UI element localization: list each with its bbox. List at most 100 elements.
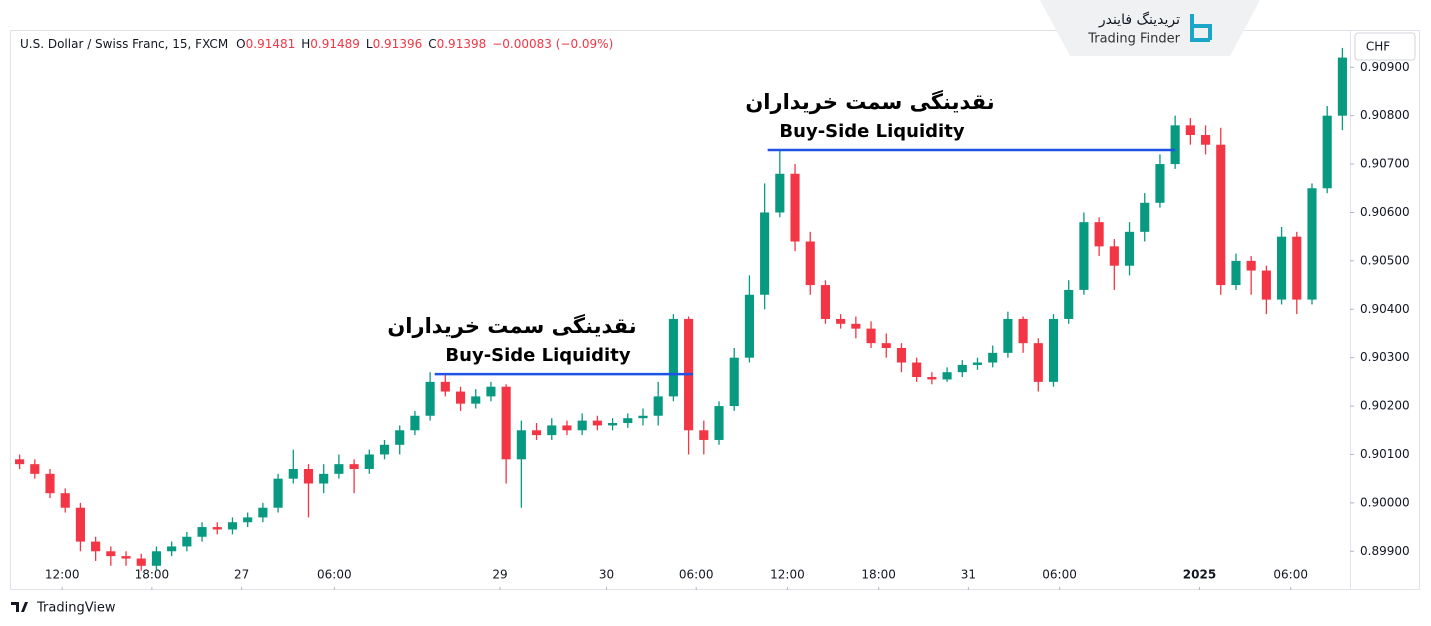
annotation-title-fa: نقدینگی سمت خریداران	[387, 313, 636, 338]
candle-body	[334, 464, 344, 474]
candle-body	[1170, 125, 1180, 165]
x-tick-label: 12:00	[45, 568, 80, 582]
candle-body	[866, 328, 876, 344]
ohlc-key: H	[301, 37, 310, 51]
candle-body	[836, 318, 846, 324]
candle-body	[349, 464, 359, 469]
candle-body	[592, 420, 602, 426]
annotation-title-fa: نقدینگی سمت خریداران	[745, 89, 994, 114]
candle-body	[501, 386, 511, 460]
candle-body	[577, 420, 587, 431]
candle-body	[319, 473, 329, 484]
candle-body	[1018, 318, 1028, 344]
candle-body	[1064, 289, 1074, 319]
candle-body	[699, 430, 709, 440]
y-tick-label: 0.90100	[1360, 447, 1410, 461]
candle-body	[395, 430, 405, 445]
symbol: U.S. Dollar / Swiss Franc, 15, FXCM	[20, 37, 228, 51]
candle-body	[942, 372, 952, 380]
candle-body	[136, 558, 146, 566]
footer-brand: TradingView	[36, 601, 116, 616]
frame	[10, 30, 1420, 590]
candle-body	[531, 430, 542, 436]
candle-body	[91, 541, 101, 552]
y-tick-label: 0.90800	[1360, 108, 1410, 122]
candle-body	[151, 551, 162, 566]
candle-body	[1048, 318, 1059, 382]
y-tick-label: 0.90600	[1360, 205, 1410, 219]
ohlc-value: 0.91398	[437, 37, 487, 51]
candle-body	[455, 391, 466, 404]
candle-body	[988, 352, 998, 363]
candle-body	[273, 478, 283, 508]
candle-body	[30, 464, 40, 474]
candle-body	[45, 473, 55, 494]
candle-body	[1079, 222, 1089, 290]
candle-body	[1200, 135, 1211, 145]
candle-body	[258, 507, 268, 518]
ohlc-key: C	[428, 37, 436, 51]
candle-body	[744, 294, 754, 358]
candle-body	[288, 468, 298, 479]
candle-body	[212, 527, 222, 530]
candle-body	[1033, 343, 1043, 382]
candle-body	[714, 406, 724, 440]
candle-body	[729, 357, 739, 407]
candle-body	[75, 507, 85, 542]
candle-body	[790, 173, 800, 242]
currency-box[interactable]	[1354, 32, 1416, 61]
candle-body	[182, 536, 192, 547]
logo-fa: تریدینگ فایندر	[1098, 11, 1180, 28]
candle-body	[243, 517, 253, 523]
candle-body	[1124, 231, 1135, 266]
candle-body	[1003, 318, 1013, 353]
ohlc-value: 0.91489	[310, 37, 360, 51]
candle-body	[562, 425, 572, 431]
candle-body	[623, 418, 633, 424]
candle-body	[379, 444, 390, 455]
logo-icon	[1190, 14, 1212, 42]
annotation-title-en: Buy-Side Liquidity	[779, 121, 964, 142]
candle-body	[653, 396, 663, 416]
symbol-legend: U.S. Dollar / Swiss Franc, 15, FXCM O 0.91…	[20, 37, 613, 51]
annotation-title-en: Buy-Side Liquidity	[445, 345, 630, 366]
candle-body	[1292, 236, 1302, 300]
candle-body	[881, 343, 891, 348]
candle-body	[106, 551, 116, 557]
candle-body	[1277, 236, 1287, 300]
x-tick-label: 06:00	[317, 568, 352, 582]
ohlc-value: 0.91396	[373, 37, 423, 51]
y-tick-label: 0.90500	[1360, 253, 1410, 267]
ohlc-key: L	[366, 37, 373, 51]
y-tick-label: 0.89900	[1360, 544, 1410, 558]
candle-body	[927, 377, 937, 380]
candle-body	[121, 556, 131, 559]
candle-body	[1155, 164, 1165, 203]
footer-logo	[11, 602, 28, 612]
candle-body	[775, 173, 785, 213]
candle-body	[912, 362, 922, 378]
candle-body	[471, 396, 481, 404]
candle-body	[851, 323, 861, 329]
candle-body	[1337, 57, 1347, 116]
y-tick-label: 0.90900	[1360, 60, 1410, 74]
logo-background	[1040, 0, 1260, 56]
ohlc-key: O	[236, 37, 245, 51]
candle-body	[1216, 144, 1226, 286]
x-tick-label: 30	[599, 568, 614, 582]
candle-body	[60, 493, 70, 508]
candle-body	[516, 430, 526, 460]
candle-body	[972, 362, 983, 365]
candle-body	[760, 212, 770, 295]
candle-body	[364, 454, 374, 469]
candle-body	[820, 285, 831, 319]
candle-body	[1094, 222, 1104, 247]
candle-body	[1307, 188, 1317, 300]
candle-body	[1231, 260, 1241, 286]
candle-body	[303, 468, 314, 484]
x-tick-label: 06:00	[1042, 568, 1077, 582]
candle-body	[167, 546, 177, 552]
x-tick-label: 18:00	[135, 568, 170, 582]
